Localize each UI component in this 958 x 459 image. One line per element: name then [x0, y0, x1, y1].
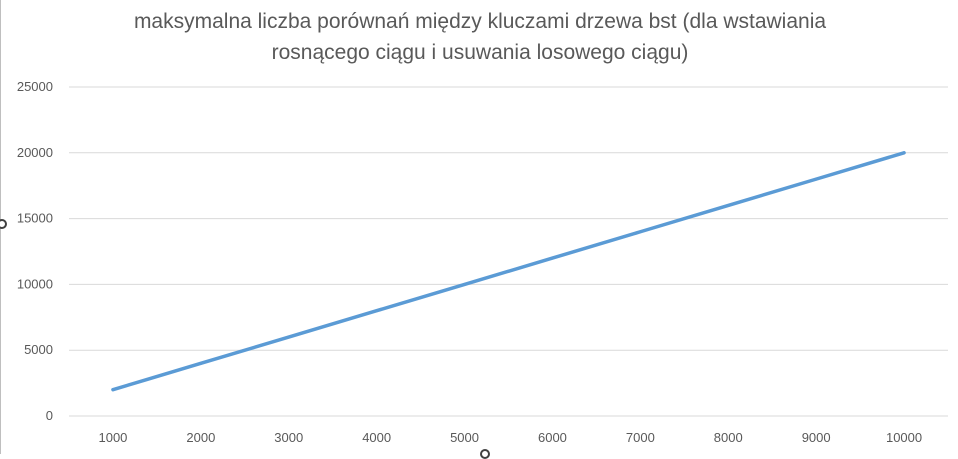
x-tick-label: 8000: [714, 430, 743, 445]
data-point[interactable]: [726, 203, 730, 207]
data-point[interactable]: [199, 361, 203, 365]
data-point[interactable]: [638, 230, 642, 234]
data-point[interactable]: [902, 151, 906, 155]
x-tick-label: 2000: [186, 430, 215, 445]
x-tick-label: 7000: [626, 430, 655, 445]
data-point[interactable]: [463, 282, 467, 286]
x-tick-label: 6000: [538, 430, 567, 445]
y-tick-label: 15000: [17, 211, 53, 226]
y-tick-label: 10000: [17, 276, 53, 291]
y-tick-label: 5000: [24, 342, 53, 357]
x-axis-tick-labels: 1000 2000 3000 4000 5000 6000 7000 8000 9000 1000…: [98, 430, 922, 445]
resize-handle-left[interactable]: [0, 219, 7, 229]
data-point[interactable]: [814, 177, 818, 181]
data-point[interactable]: [550, 256, 554, 260]
data-point[interactable]: [111, 388, 115, 392]
data-point[interactable]: [287, 335, 291, 339]
gridlines: [69, 86, 948, 417]
x-tick-label: 9000: [802, 430, 831, 445]
y-tick-label: 0: [46, 408, 53, 423]
y-tick-label: 25000: [17, 79, 53, 94]
x-tick-label: 4000: [362, 430, 391, 445]
x-tick-label: 1000: [98, 430, 127, 445]
data-point[interactable]: [375, 309, 379, 313]
y-axis-tick-labels: 0 5000 10000 15000 20000 25000: [17, 79, 53, 423]
chart-title: maksymalna liczba porównań między klucza…: [133, 10, 827, 64]
x-tick-label: 3000: [274, 430, 303, 445]
resize-handle-bottom[interactable]: [480, 449, 490, 459]
y-tick-label: 20000: [17, 145, 53, 160]
x-tick-label: 10000: [886, 430, 922, 445]
series-group: [111, 151, 906, 392]
x-tick-label: 5000: [450, 430, 479, 445]
series-line-0[interactable]: [111, 151, 906, 392]
